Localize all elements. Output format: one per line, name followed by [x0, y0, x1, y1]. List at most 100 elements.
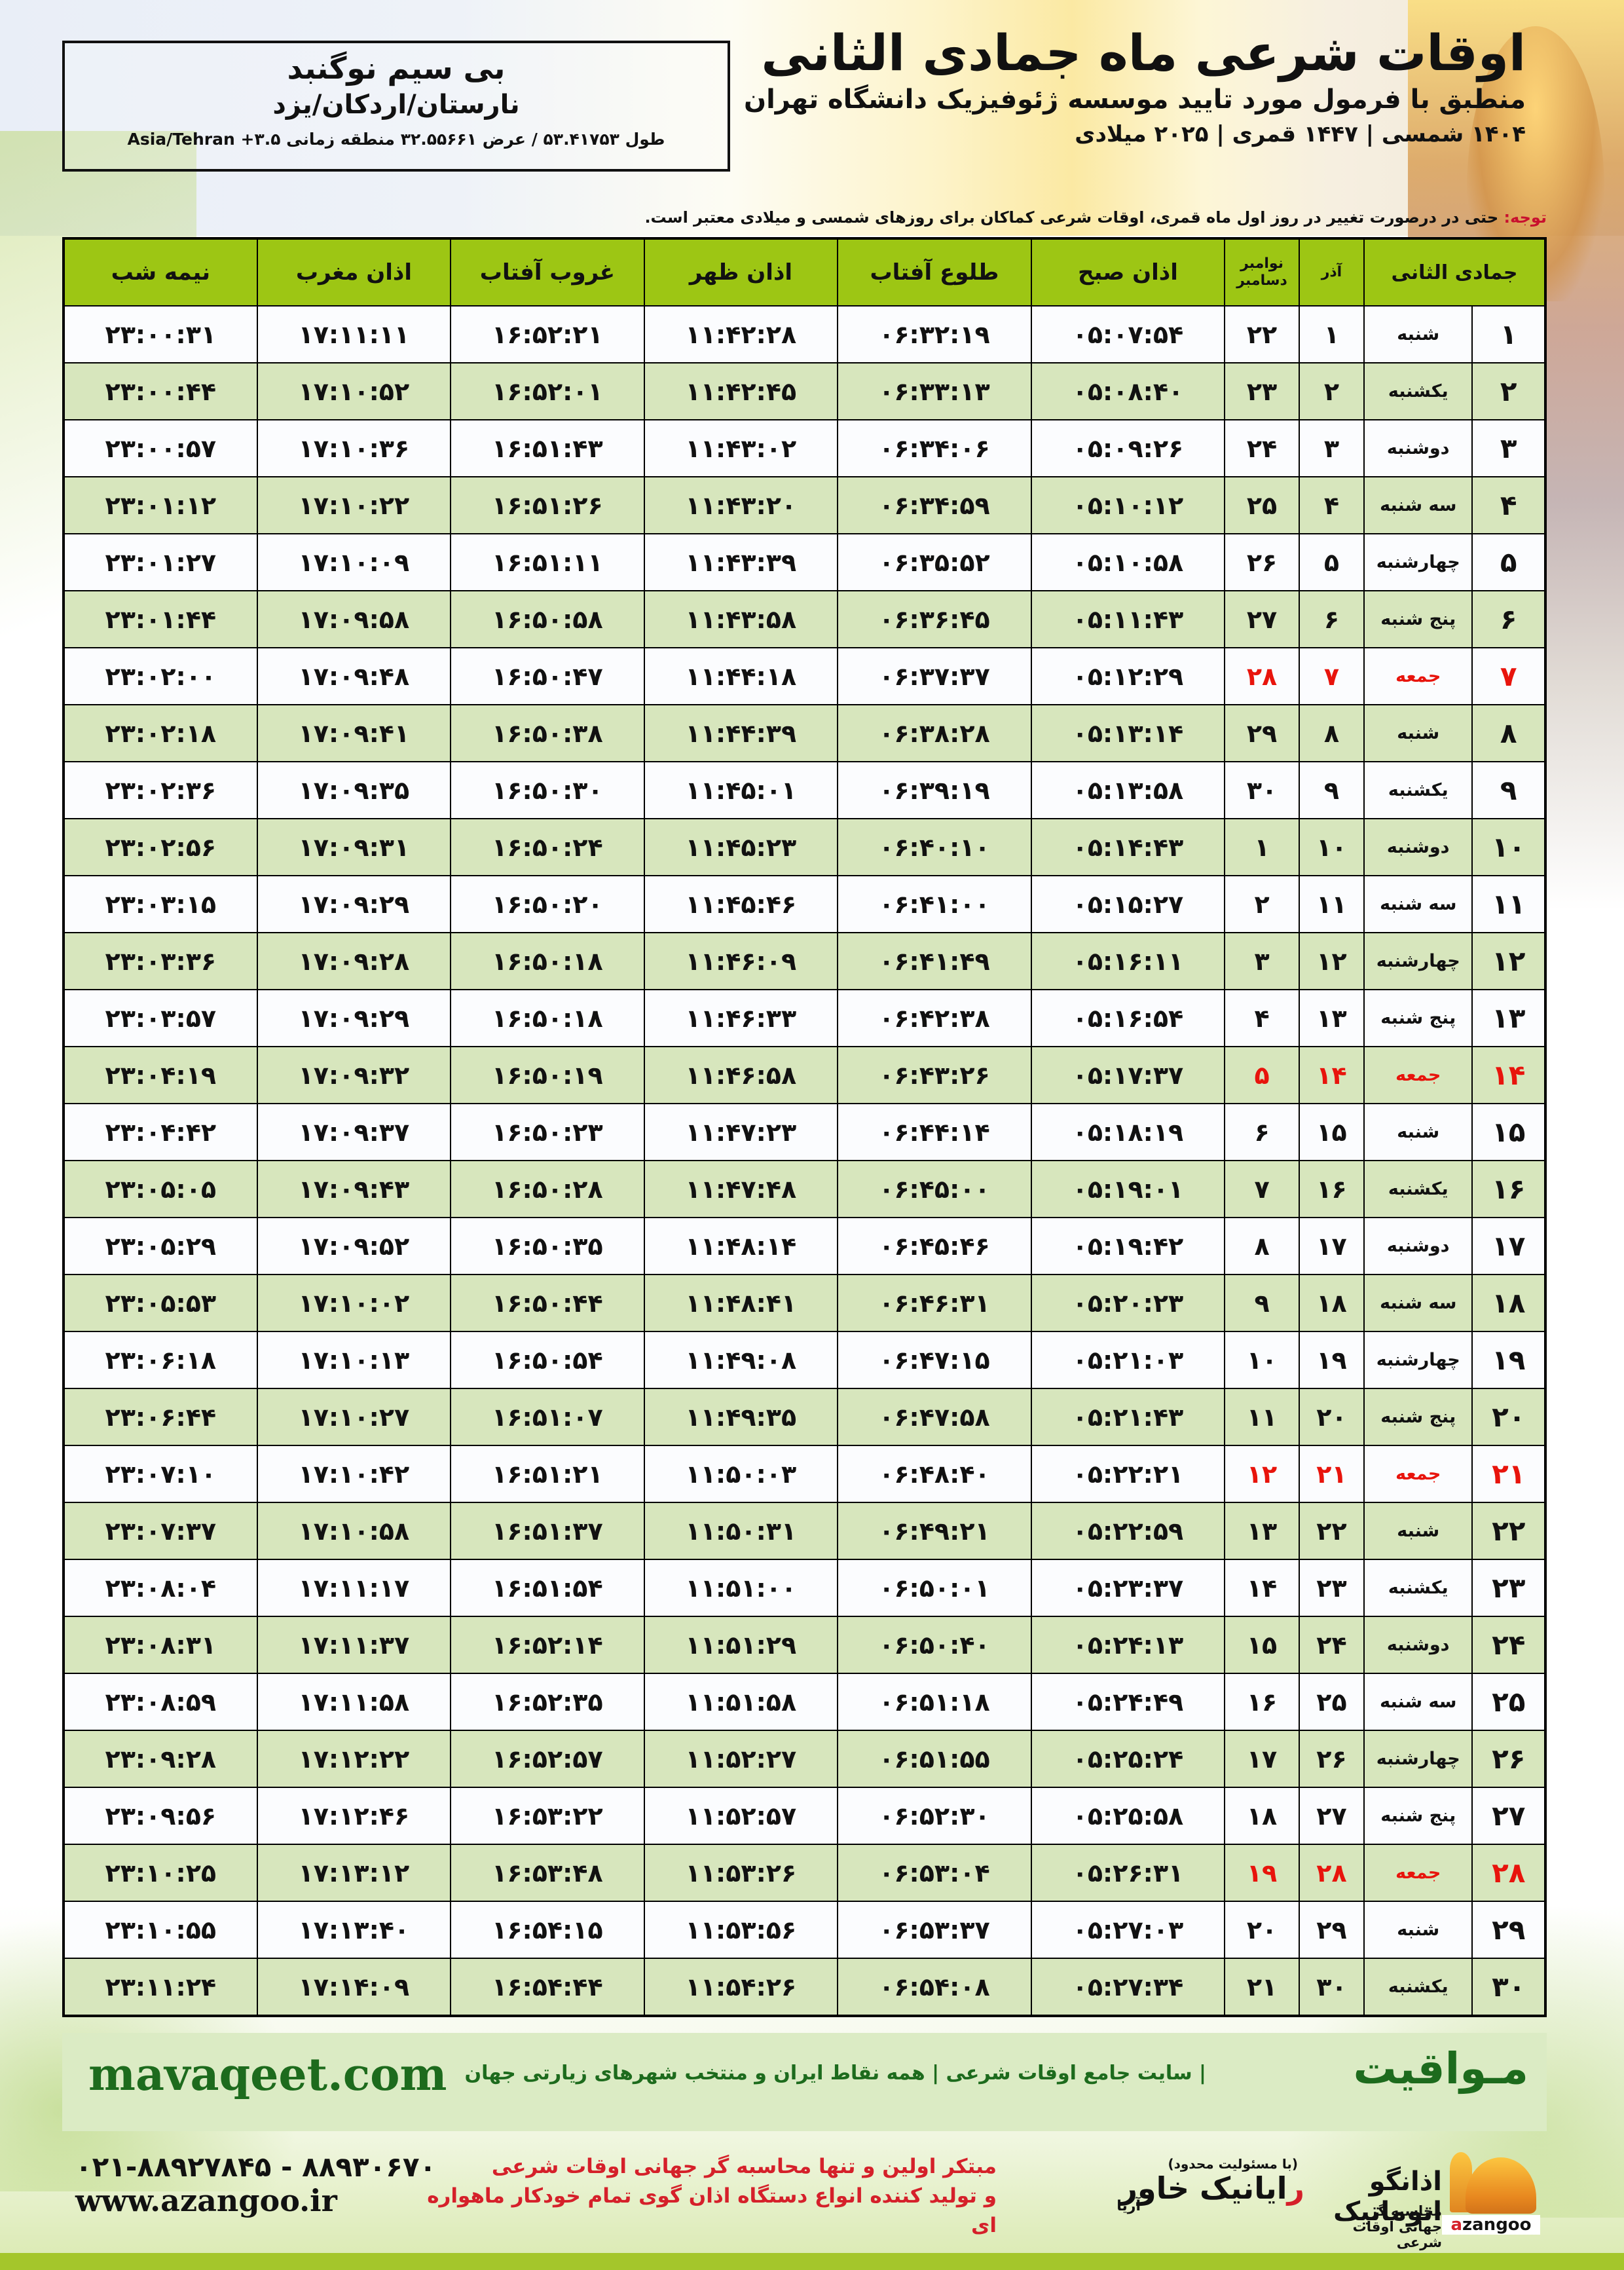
location-name: بی سیم نوگنبد: [287, 50, 506, 86]
table-row: ۱۱ سه شنبه ۱۱ ۲ ۰۵:۱۵:۲۷ ۰۶:۴۱:۰۰ ۱۱:۴۵:۴۶ ۱۶:۵…: [63, 875, 1546, 933]
cell-sunrise: ۰۶:۴۰:۱۰: [837, 818, 1032, 876]
cell-azar-day: ۱۳: [1298, 989, 1365, 1047]
cell-fajr: ۰۵:۱۳:۵۸: [1030, 761, 1226, 819]
cell-sunset: ۱۶:۵۱:۵۴: [450, 1559, 645, 1617]
cell-dhuhr: ۱۱:۴۳:۵۸: [643, 590, 839, 648]
cell-midnight: ۲۳:۱۰:۵۵: [63, 1901, 258, 1959]
cell-gregorian-day: ۶: [1224, 1103, 1300, 1161]
cell-midnight: ۲۳:۰۸:۵۹: [63, 1673, 258, 1731]
cell-midnight: ۲۳:۰۲:۱۸: [63, 704, 258, 762]
cell-fajr: ۰۵:۱۶:۵۴: [1030, 989, 1226, 1047]
cell-azar-day: ۲۱: [1298, 1445, 1365, 1503]
cell-fajr: ۰۵:۲۴:۴۹: [1030, 1673, 1226, 1731]
contact-website[interactable]: www.azangoo.ir: [75, 2183, 337, 2218]
cell-dhuhr: ۱۱:۴۲:۴۵: [643, 362, 839, 420]
table-row: ۱۰ دوشنبه ۱۰ ۱ ۰۵:۱۴:۴۳ ۰۶:۴۰:۱۰ ۱۱:۴۵:۲۳ ۱۶:۵۰…: [63, 818, 1546, 876]
cell-sunrise: ۰۶:۴۳:۲۶: [837, 1046, 1032, 1104]
cell-weekday: چهارشنبه: [1363, 1331, 1473, 1389]
cell-sunset: ۱۶:۵۰:۳۵: [450, 1217, 645, 1275]
azangoo-latin-rest: zangoo: [1462, 2215, 1532, 2235]
cell-sunrise: ۰۶:۳۴:۰۶: [837, 419, 1032, 477]
cell-fajr: ۰۵:۱۰:۵۸: [1030, 533, 1226, 591]
cell-midnight: ۲۳:۰۱:۲۷: [63, 533, 258, 591]
cell-sunset: ۱۶:۵۰:۳۸: [450, 704, 645, 762]
rayanik-rest: ایانیک: [1200, 2170, 1287, 2206]
cell-hijri-day: ۲۵: [1471, 1673, 1546, 1731]
mavaqeet-brand-fa: مـواقیت: [1353, 2043, 1528, 2094]
table-row: ۵ چهارشنبه ۵ ۲۶ ۰۵:۱۰:۵۸ ۰۶:۳۵:۵۲ ۱۱:۴۳:۳۹ ۱۶:۵…: [63, 533, 1546, 591]
cell-dhuhr: ۱۱:۴۴:۳۹: [643, 704, 839, 762]
location-box: بی سیم نوگنبد نارستان/اردکان/یزد طول ۵۳.…: [62, 41, 730, 172]
page-subtitle: منطبق با فرمول مورد تایید موسسه ژئوفیزیک…: [743, 84, 1526, 115]
col-header-azar: آذر: [1298, 238, 1365, 307]
table-header-row: جمادی الثانی آذر نوامبر دسامبر اذان صبح …: [63, 238, 1546, 307]
cell-sunrise: ۰۶:۴۵:۴۶: [837, 1217, 1032, 1275]
cell-weekday: سه شنبه: [1363, 875, 1473, 933]
cell-weekday: دوشنبه: [1363, 1217, 1473, 1275]
cell-azar-day: ۱۵: [1298, 1103, 1365, 1161]
cell-midnight: ۲۳:۰۸:۳۱: [63, 1616, 258, 1674]
table-row: ۲۶ چهارشنبه ۲۶ ۱۷ ۰۵:۲۵:۲۴ ۰۶:۵۱:۵۵ ۱۱:۵۲:۲۷ ۱۶…: [63, 1730, 1546, 1788]
cell-gregorian-day: ۲۱: [1224, 1958, 1300, 2017]
cell-azar-day: ۳: [1298, 419, 1365, 477]
cell-fajr: ۰۵:۱۲:۲۹: [1030, 647, 1226, 705]
cell-weekday: جمعه: [1363, 1445, 1473, 1503]
cell-dhuhr: ۱۱:۵۲:۵۷: [643, 1787, 839, 1845]
cell-fajr: ۰۵:۲۵:۵۸: [1030, 1787, 1226, 1845]
cell-fajr: ۰۵:۲۷:۳۴: [1030, 1958, 1226, 2017]
cell-sunrise: ۰۶:۴۹:۲۱: [837, 1502, 1032, 1560]
cell-fajr: ۰۵:۲۳:۳۷: [1030, 1559, 1226, 1617]
mavaqeet-url[interactable]: mavaqeet.com: [88, 2049, 447, 2101]
cell-maghrib: ۱۷:۰۹:۳۵: [256, 761, 452, 819]
cell-sunrise: ۰۶:۵۱:۱۸: [837, 1673, 1032, 1731]
cell-dhuhr: ۱۱:۴۶:۳۳: [643, 989, 839, 1047]
cell-dhuhr: ۱۱:۴۲:۲۸: [643, 305, 839, 363]
cell-weekday: شنبه: [1363, 1103, 1473, 1161]
cell-dhuhr: ۱۱:۵۴:۲۶: [643, 1958, 839, 2017]
cell-fajr: ۰۵:۱۱:۴۳: [1030, 590, 1226, 648]
table-row: ۲۰ پنج شنبه ۲۰ ۱۱ ۰۵:۲۱:۴۳ ۰۶:۴۷:۵۸ ۱۱:۴۹:۳۵ ۱۶…: [63, 1388, 1546, 1446]
prayer-times-table: جمادی الثانی آذر نوامبر دسامبر اذان صبح …: [62, 237, 1547, 2017]
cell-dhuhr: ۱۱:۴۵:۴۶: [643, 875, 839, 933]
col-header-maghrib: اذان مغرب: [256, 238, 452, 307]
cell-gregorian-day: ۱۶: [1224, 1673, 1300, 1731]
cell-maghrib: ۱۷:۱۲:۲۲: [256, 1730, 452, 1788]
cell-gregorian-day: ۲۳: [1224, 362, 1300, 420]
azangoo-latin-wordmark: azangoo: [1442, 2215, 1540, 2235]
cell-hijri-day: ۴: [1471, 476, 1546, 534]
cell-weekday: یکشنبه: [1363, 1160, 1473, 1218]
cell-dhuhr: ۱۱:۴۷:۴۸: [643, 1160, 839, 1218]
cell-sunrise: ۰۶:۳۵:۵۲: [837, 533, 1032, 591]
cell-sunset: ۱۶:۵۳:۲۲: [450, 1787, 645, 1845]
table-row: ۲۷ پنج شنبه ۲۷ ۱۸ ۰۵:۲۵:۵۸ ۰۶:۵۲:۳۰ ۱۱:۵۲:۵۷ ۱۶…: [63, 1787, 1546, 1845]
cell-sunset: ۱۶:۵۰:۵۴: [450, 1331, 645, 1389]
cell-midnight: ۲۳:۰۹:۲۸: [63, 1730, 258, 1788]
cell-fajr: ۰۵:۲۰:۲۳: [1030, 1274, 1226, 1332]
cell-sunset: ۱۶:۵۲:۰۱: [450, 362, 645, 420]
cell-gregorian-day: ۱۴: [1224, 1559, 1300, 1617]
cell-hijri-day: ۸: [1471, 704, 1546, 762]
cell-maghrib: ۱۷:۱۳:۱۲: [256, 1844, 452, 1902]
cell-azar-day: ۹: [1298, 761, 1365, 819]
cell-fajr: ۰۵:۱۸:۱۹: [1030, 1103, 1226, 1161]
cell-azar-day: ۲۳: [1298, 1559, 1365, 1617]
table-row: ۸ شنبه ۸ ۲۹ ۰۵:۱۳:۱۴ ۰۶:۳۸:۲۸ ۱۱:۴۴:۳۹ ۱۶:۵۰:۳۸…: [63, 704, 1546, 762]
cell-hijri-day: ۵: [1471, 533, 1546, 591]
cell-azar-day: ۴: [1298, 476, 1365, 534]
cell-midnight: ۲۳:۰۳:۱۵: [63, 875, 258, 933]
cell-weekday: چهارشنبه: [1363, 932, 1473, 990]
cell-midnight: ۲۳:۱۱:۲۴: [63, 1958, 258, 2017]
cell-maghrib: ۱۷:۱۴:۰۹: [256, 1958, 452, 2017]
cell-fajr: ۰۵:۱۵:۲۷: [1030, 875, 1226, 933]
cell-azar-day: ۱۷: [1298, 1217, 1365, 1275]
cell-azar-day: ۱۰: [1298, 818, 1365, 876]
cell-midnight: ۲۳:۰۵:۲۹: [63, 1217, 258, 1275]
cell-weekday: سه شنبه: [1363, 1274, 1473, 1332]
cell-gregorian-day: ۱۹: [1224, 1844, 1300, 1902]
cell-hijri-day: ۱۹: [1471, 1331, 1546, 1389]
cell-sunrise: ۰۶:۴۴:۱۴: [837, 1103, 1032, 1161]
table-row: ۳۰ یکشنبه ۳۰ ۲۱ ۰۵:۲۷:۳۴ ۰۶:۵۴:۰۸ ۱۱:۵۴:۲۶ ۱۶:۵…: [63, 1958, 1546, 2017]
cell-hijri-day: ۲۱: [1471, 1445, 1546, 1503]
cell-sunrise: ۰۶:۵۱:۵۵: [837, 1730, 1032, 1788]
col-header-gregorian-bottom: دسامبر: [1236, 272, 1287, 289]
